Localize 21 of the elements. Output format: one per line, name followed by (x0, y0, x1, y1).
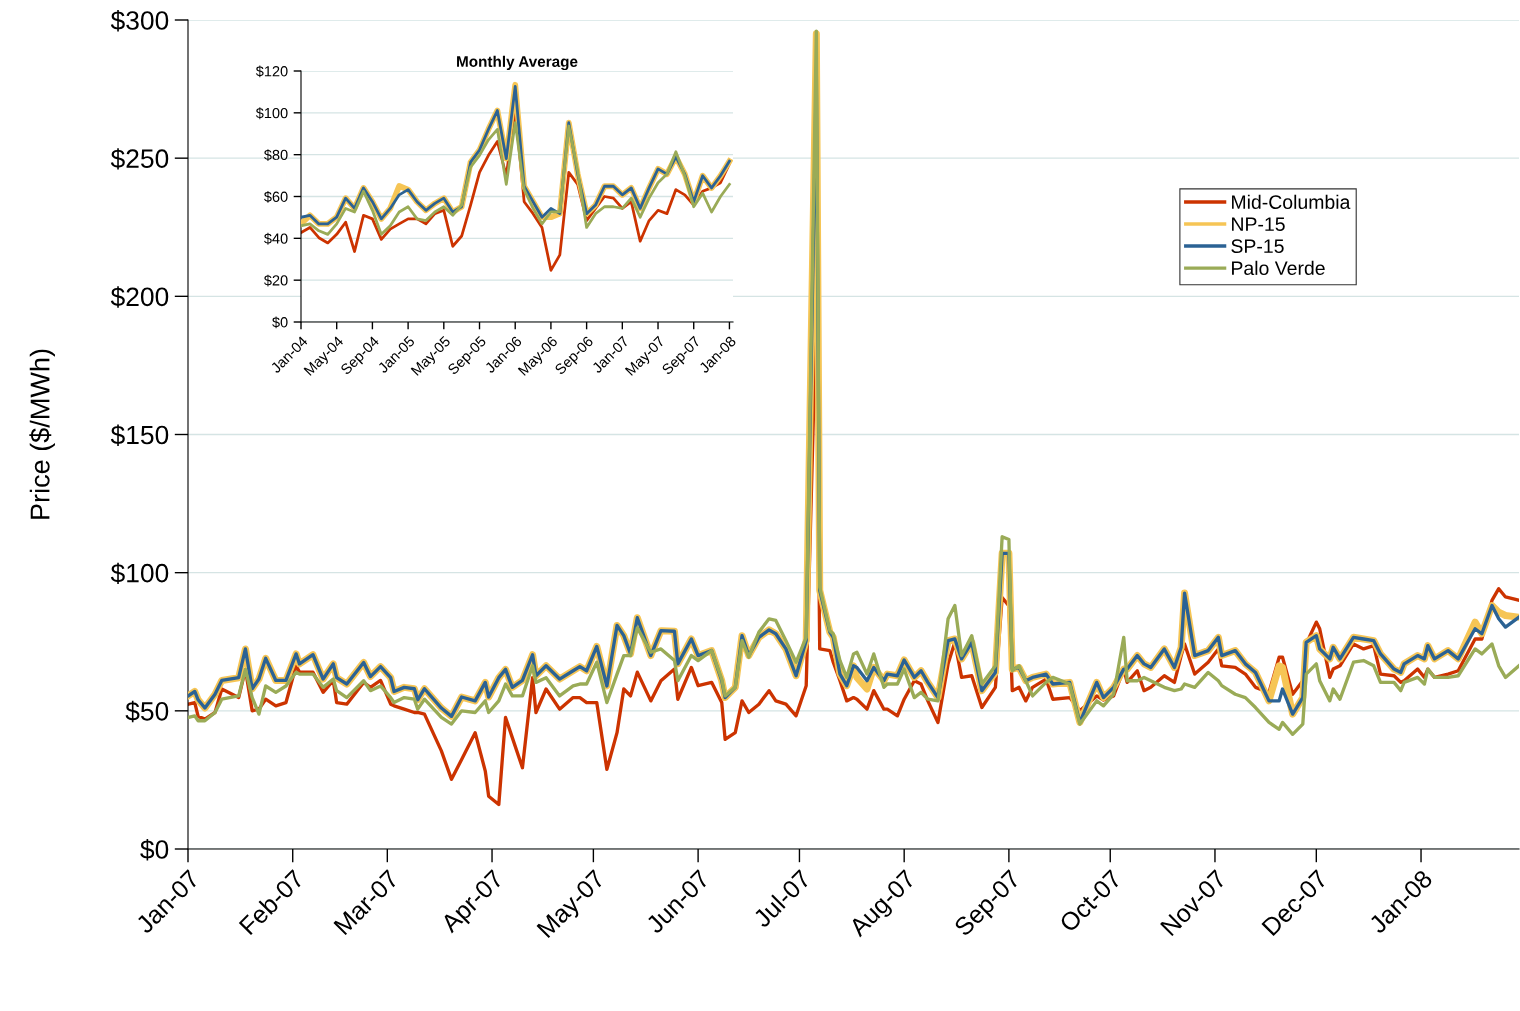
y-tick-label: $0 (272, 316, 288, 329)
y-tick-label: $20 (263, 274, 288, 287)
y-tick-label: $250 (110, 148, 169, 170)
y-tick-label: $120 (255, 65, 288, 78)
y-tick-label: $80 (263, 149, 288, 161)
y-tick-label: $40 (263, 232, 288, 245)
y-tick-label: $300 (110, 10, 169, 32)
y-tick-label: $100 (255, 107, 288, 120)
legend-label: Mid-Columbia (1232, 194, 1351, 210)
y-tick-label: $200 (110, 286, 169, 308)
y-axis-title: Price ($/MWh) (29, 349, 55, 519)
chart-title: Monthly Average (457, 55, 578, 71)
y-tick-label: $0 (140, 839, 169, 861)
legend-label: Palo Verde (1232, 260, 1325, 276)
legend-label: NP-15 (1232, 217, 1285, 232)
line-series (301, 121, 731, 236)
y-tick-label: $150 (110, 424, 169, 446)
y-tick-label: $100 (110, 562, 169, 585)
y-tick-label: $60 (263, 190, 288, 203)
y-tick-label: $50 (125, 700, 169, 723)
legend-label: SP-15 (1231, 239, 1284, 254)
